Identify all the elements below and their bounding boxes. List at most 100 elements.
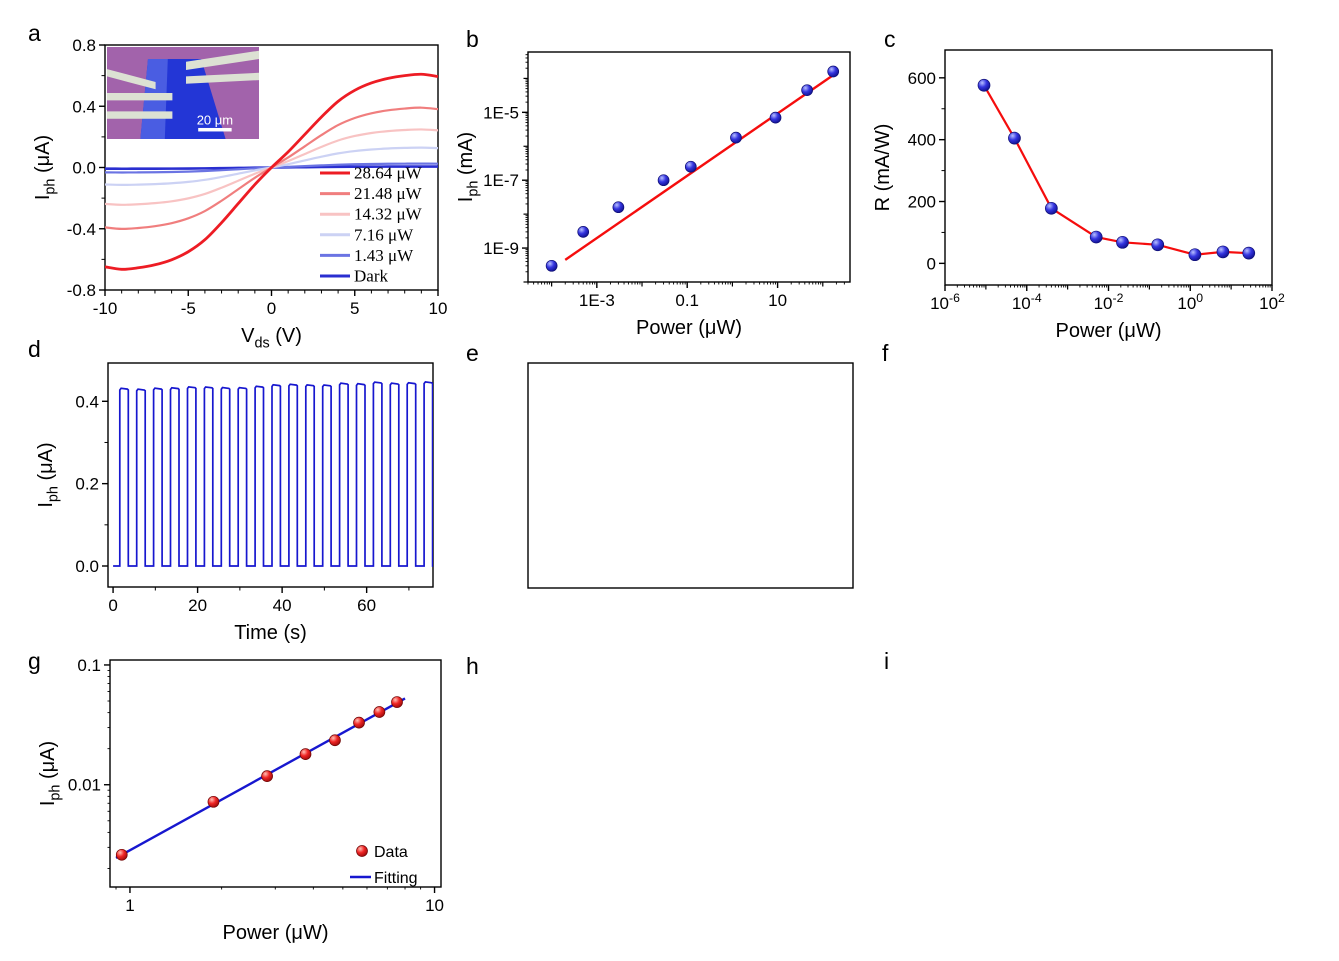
- data-point: [769, 111, 782, 124]
- x-tick-label: 10-6: [930, 291, 960, 313]
- axis-ticks: 1 10 0.01 0.1: [68, 656, 444, 915]
- panel-label-a: a: [28, 20, 41, 46]
- y-tick-label: 0.4: [72, 97, 96, 116]
- y-tick-label: 1E-7: [483, 171, 519, 190]
- y-tick-label: 400: [908, 131, 936, 150]
- data-point: [612, 201, 625, 214]
- x-tick-label: 10-2: [1094, 291, 1124, 313]
- data-point: [730, 131, 742, 144]
- legend-label: 14.32 μW: [354, 205, 423, 224]
- panel-label-b: b: [466, 26, 479, 52]
- y-tick-label: 1E-5: [483, 103, 519, 122]
- x-axis-title: Time (s): [234, 622, 307, 644]
- legend-label: 1.43 μW: [354, 246, 414, 265]
- x-tick-label: 10: [768, 291, 787, 310]
- x-tick-label: 5: [350, 299, 359, 318]
- scale-bar-label: 20 μm: [197, 112, 233, 127]
- legend-label: 7.16 μW: [354, 225, 414, 244]
- y-axis-title: Iph (mA): [455, 132, 481, 202]
- y-tick-label: -0.4: [67, 220, 96, 239]
- legend: Data Fitting: [350, 844, 418, 887]
- x-axis-title: Power (μW): [1056, 320, 1162, 342]
- data-point: [827, 65, 840, 78]
- pulse-train: [113, 380, 433, 567]
- x-tick-label: -10: [93, 299, 118, 318]
- x-tick-label: -5: [181, 299, 196, 318]
- data-point: [1045, 201, 1058, 215]
- legend-label: 28.64 μW: [354, 164, 423, 183]
- y-tick-label: 600: [908, 69, 936, 88]
- responsivity-line: [983, 84, 1249, 256]
- panel-a-chart: -10 -5 0 5 10 -0.8 -0.4 0.0 0.4 0.8 Vds (V) Iph (μA…: [32, 36, 447, 351]
- data-point: [261, 770, 273, 782]
- y-axis-title: Iph (μA): [32, 135, 58, 200]
- x-tick-label: 100: [1177, 291, 1203, 313]
- x-axis-title: Vds (V): [241, 325, 302, 351]
- data-point: [684, 160, 697, 173]
- axis-frame: [527, 362, 854, 589]
- legend-label-data: Data: [374, 844, 408, 861]
- axis-ticks: -10 -5 0 5 10 -0.8 -0.4 0.0 0.4 0.8: [67, 36, 448, 318]
- x-tick-label: 20: [188, 596, 207, 615]
- y-tick-label: 0.4: [75, 392, 99, 411]
- y-tick-label: 200: [908, 193, 936, 212]
- data-point: [977, 78, 991, 92]
- panel-b-chart: 1E-3 0.1 10 1E-5 1E-7 1E-9 Power (μW) Iph (mA): [455, 51, 851, 339]
- data-point: [353, 716, 365, 729]
- iv-curves: [105, 72, 438, 271]
- y-tick-label: 0.8: [72, 36, 96, 55]
- data-point: [299, 748, 312, 761]
- axis-frame: [107, 362, 434, 588]
- fit-line: [564, 74, 834, 261]
- legend-label: 21.48 μW: [354, 184, 423, 203]
- x-tick-label: 60: [357, 596, 376, 615]
- axis-ticks: 1E-3 0.1 10 1E-5 1E-7 1E-9: [483, 54, 845, 310]
- data-point: [1188, 248, 1202, 262]
- x-tick-label: 0: [108, 596, 117, 615]
- x-tick-label: 40: [273, 596, 292, 615]
- panel-label-f: f: [882, 340, 889, 366]
- data-points: [977, 78, 1256, 262]
- panel-label-g: g: [28, 648, 41, 674]
- x-axis-title: Power (μW): [636, 317, 742, 339]
- y-tick-label: 0.0: [72, 159, 96, 178]
- data-point: [1008, 131, 1021, 145]
- data-point: [577, 226, 590, 238]
- panel-label-e: e: [466, 340, 479, 366]
- data-point: [657, 174, 670, 187]
- data-point: [391, 696, 403, 708]
- y-tick-label: 0.1: [77, 656, 101, 675]
- x-tick-label: 1E-3: [579, 291, 615, 310]
- axis-ticks: 0 20 40 60 0.0 0.2 0.4: [75, 392, 410, 615]
- panel-g-chart: 1 10 0.01 0.1 Power (μW) Iph (μA) Data Fitting: [37, 656, 444, 944]
- x-tick-label: 10: [429, 299, 448, 318]
- y-tick-label: 0.0: [75, 557, 99, 576]
- data-point: [1216, 245, 1230, 259]
- y-tick-label: 0: [927, 254, 936, 273]
- x-tick-label: 10: [425, 896, 444, 915]
- data-point: [545, 259, 558, 272]
- data-point: [373, 706, 386, 718]
- data-point: [356, 845, 368, 857]
- data-point: [1089, 230, 1103, 244]
- y-tick-label: 0.01: [68, 776, 101, 795]
- data-point: [1151, 238, 1165, 252]
- y-axis-title: R (mA/W): [872, 124, 894, 212]
- panel-label-d: d: [28, 336, 41, 362]
- panel-label-c: c: [884, 26, 896, 52]
- data-point: [207, 795, 220, 808]
- panel-e-chart: [527, 362, 854, 589]
- data-point: [115, 848, 128, 861]
- legend-label: Dark: [354, 267, 388, 286]
- x-tick-label: 0: [267, 299, 276, 318]
- data-point: [801, 84, 813, 97]
- legend-label-fitting: Fitting: [374, 870, 418, 887]
- y-axis-title: Iph (μA): [35, 442, 61, 507]
- data-points: [545, 65, 840, 272]
- data-point: [1242, 246, 1256, 260]
- scale-bar: [198, 127, 232, 132]
- y-tick-label: -0.8: [67, 281, 96, 300]
- x-tick-label: 10-4: [1012, 291, 1042, 313]
